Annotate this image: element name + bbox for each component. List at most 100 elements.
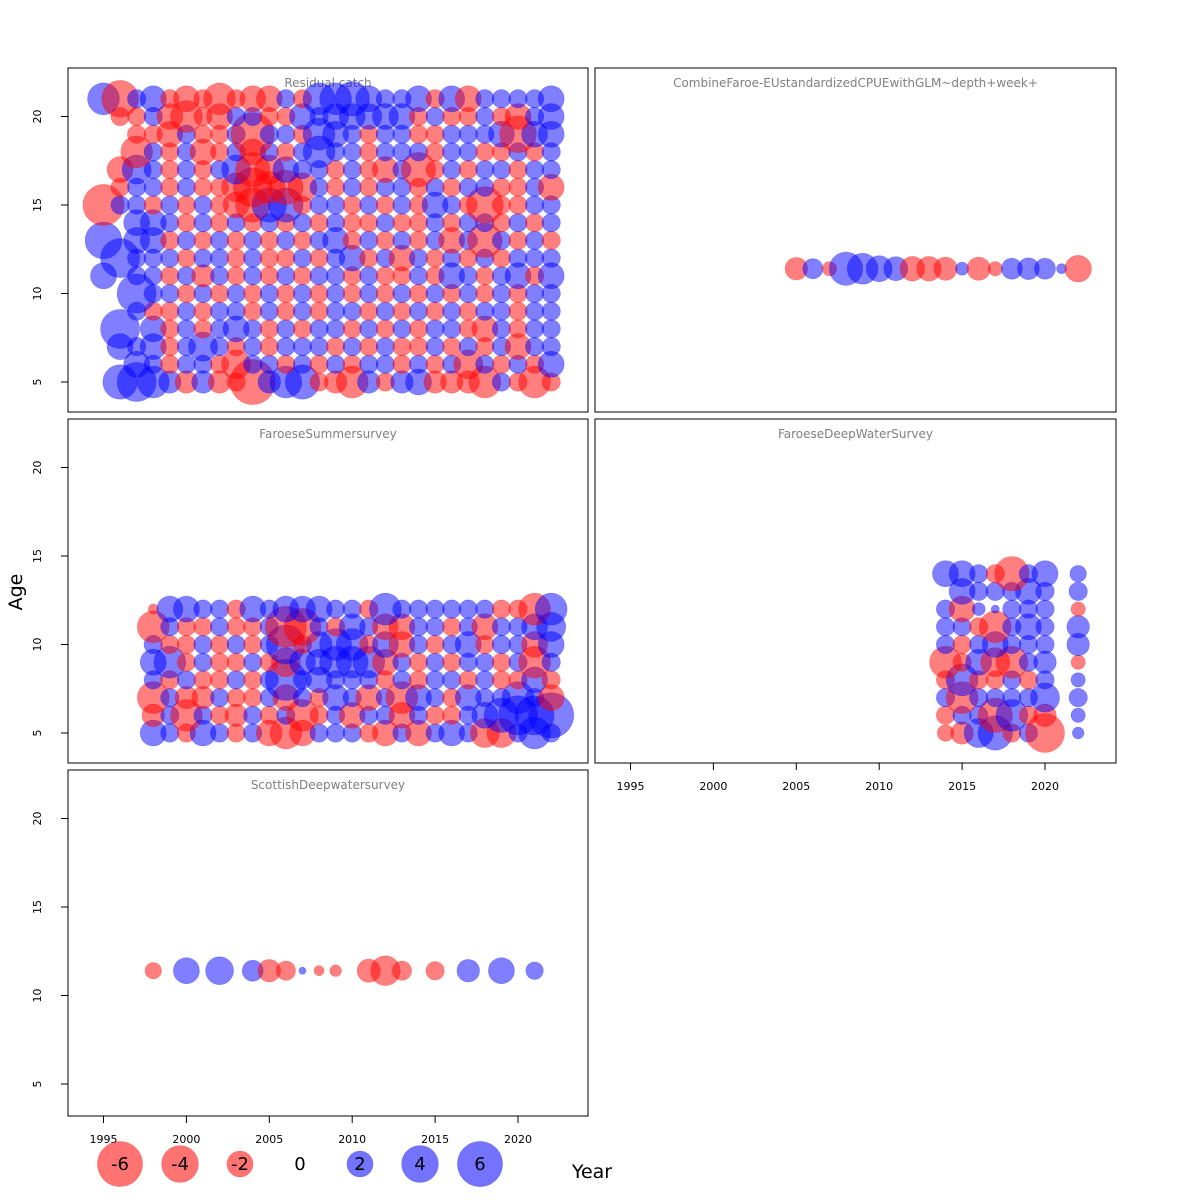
- bubble-2010-age-9: [342, 301, 362, 321]
- bubble-2009-age-9: [326, 301, 346, 321]
- bubble-2006-age-12: [276, 248, 296, 268]
- bubble-2015-age-19: [425, 124, 445, 144]
- bubble-2010-age-15: [342, 195, 362, 215]
- bubble-2022-age-5: [1072, 726, 1085, 740]
- bubble-1998-age-18: [143, 142, 163, 162]
- bubble-2022: [1064, 255, 1092, 283]
- bubble-2001-age-12: [193, 599, 213, 619]
- bubble-1999-age-12: [160, 248, 180, 268]
- bubble-2000-age-13: [176, 230, 196, 250]
- bubble-2015-age-20: [425, 107, 445, 127]
- bubble-2022-age-12: [541, 248, 561, 268]
- y-tick-label: 20: [31, 461, 44, 475]
- bubble-2009: [329, 964, 342, 977]
- bubble-2007-age-11: [292, 266, 312, 286]
- bubble-2008-age-14: [309, 213, 329, 233]
- bubble-2014: [933, 256, 958, 281]
- bubble-2016-age-12: [442, 599, 462, 619]
- panel-frame: [594, 67, 1117, 413]
- panels-layer: Residual catch5101520CombineFaroe-EUstan…: [31, 67, 1117, 1146]
- bubble-2017-age-10: [458, 283, 478, 303]
- bubble-2020-age-12: [508, 248, 528, 268]
- bubble-2009-age-14: [326, 213, 346, 233]
- bubble-1997-age-15: [127, 195, 147, 215]
- bubble-2022-age-14: [1069, 565, 1087, 583]
- x-tick-label: 2020: [1031, 780, 1059, 793]
- bubble-2019-age-10: [491, 283, 511, 303]
- bubble-1998-age-16: [143, 177, 163, 197]
- panel-4: FaroeseDeepWaterSurvey 1995 2000 2005 2010 20…: [594, 418, 1117, 793]
- bubble-2005-age-6: [259, 705, 279, 725]
- bubble-2003-age-10: [226, 634, 246, 654]
- bubble-2016-age-11: [442, 617, 462, 637]
- bubble-2011-age-16: [359, 177, 379, 197]
- bubble-2016-age-7: [442, 337, 462, 357]
- bubble-2019-age-10: [491, 634, 511, 654]
- bubble-2000-age-6: [176, 354, 196, 374]
- bubble-2005-age-12: [259, 248, 279, 268]
- x-tick-label: 2010: [338, 1133, 366, 1146]
- bubble-2009-age-16: [326, 177, 346, 197]
- panel-3: FaroeseSummersurvey 5 10 15 20: [31, 418, 589, 764]
- x-tick-label: 1995: [617, 780, 645, 793]
- bubble-2008-age-16: [309, 177, 329, 197]
- bubble-2007-age-6: [292, 354, 312, 374]
- bubble-2007-age-8: [292, 319, 312, 339]
- bubble-2018-age-12: [1002, 599, 1022, 619]
- bubble-2021-age-12: [525, 248, 545, 268]
- bubble-2020-age-12: [1035, 599, 1055, 619]
- bubble-2021-age-9: [525, 301, 545, 321]
- bubble-2018-age-17: [475, 160, 495, 180]
- legend-bubble: [401, 1145, 439, 1183]
- y-axis-title: Age: [5, 574, 27, 611]
- bubble-2010-age-10: [342, 283, 362, 303]
- bubble-2020-age-14: [1031, 560, 1059, 588]
- bubble-2014-age-9: [409, 301, 429, 321]
- bubble-2019-age-6: [491, 354, 511, 374]
- bubble-2018-age-10: [475, 283, 495, 303]
- bubble-2019-age-12: [491, 599, 511, 619]
- bubble-2005-age-19: [259, 124, 279, 144]
- bubble-2004-age-7: [243, 337, 263, 357]
- bubble-2007-age-7: [292, 337, 312, 357]
- y-tick-label: 5: [31, 379, 44, 386]
- bubble-2017-age-18: [458, 142, 478, 162]
- bubble-2018-age-11: [475, 266, 495, 286]
- bubble-2019-age-17: [491, 160, 511, 180]
- bubble-1996-age-8: [100, 309, 140, 349]
- bubble-2012-age-6: [375, 354, 395, 374]
- bubble-2021-age-13: [525, 230, 545, 250]
- bubble-2022-age-7: [541, 337, 561, 357]
- bubble-2022-age-21: [537, 85, 565, 113]
- bubble-2010-age-7: [342, 337, 362, 357]
- bubble-2001-age-12: [193, 248, 213, 268]
- bubble-2017-age-9: [458, 301, 478, 321]
- bubble-2009-age-11: [326, 266, 346, 286]
- bubble-2020-age-9: [1033, 650, 1057, 674]
- bubble-2015-age-10: [952, 634, 972, 654]
- legend-label: 6: [474, 1154, 485, 1175]
- bubble-2003-age-7: [226, 688, 246, 708]
- bubble-2009-age-7: [326, 337, 346, 357]
- bubble-2012-age-14: [375, 213, 395, 233]
- bubble-2013-age-10: [392, 283, 412, 303]
- bubble-2000-age-15: [176, 195, 196, 215]
- bubble-2009-age-12: [326, 599, 346, 619]
- bubble-2012-age-11: [375, 266, 395, 286]
- x-tick-label: 2005: [255, 1133, 283, 1146]
- bubble-2015-age-10: [425, 634, 445, 654]
- bubble-2018-age-7: [475, 688, 495, 708]
- bubble-2010-age-6: [342, 354, 362, 374]
- legend-label: 4: [414, 1154, 425, 1175]
- bubble-2020-age-9: [508, 301, 528, 321]
- bubble-2007-age-12: [292, 248, 312, 268]
- bubble-2017: [987, 261, 1003, 277]
- bubble-2006-age-9: [276, 301, 296, 321]
- bubble-2019-age-8: [491, 670, 511, 690]
- y-axis: 5 10 15 20: [31, 812, 69, 1088]
- bubble-2002-age-9: [210, 301, 230, 321]
- bubble-2014-age-9: [409, 652, 429, 672]
- bubble-2022-age-11: [1066, 615, 1090, 639]
- bubble-2003-age-9: [226, 301, 246, 321]
- bubble-2015-age-17: [425, 160, 445, 180]
